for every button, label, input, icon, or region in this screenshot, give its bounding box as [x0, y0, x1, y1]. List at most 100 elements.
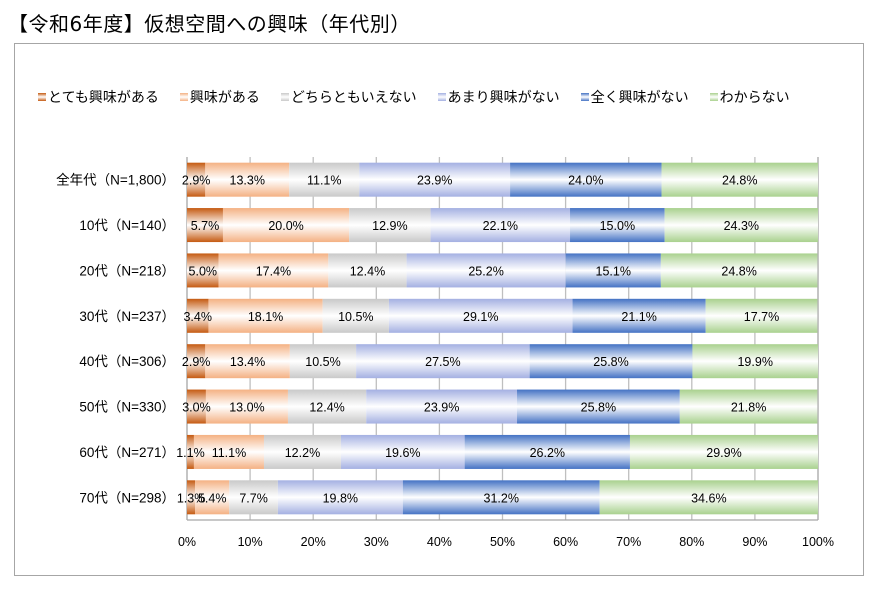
- legend-label: とても興味がある: [48, 90, 159, 106]
- bar-segment: [510, 162, 662, 197]
- page-title: 【令和6年度】仮想空間への興味（年代別）: [8, 12, 411, 36]
- legend-label: 興味がある: [189, 90, 260, 106]
- category-label: 30代（N=237）: [79, 309, 175, 324]
- data-label: 18.1%: [248, 310, 283, 324]
- data-labels: 2.9% 13.3% 11.1% 23.9% 24.0% 24.8% 5.7% 20.0% 12…: [176, 174, 779, 506]
- data-label: 5.0%: [189, 264, 218, 278]
- category-labels: 全年代（N=1,800） 10代（N=140） 20代（N=218） 30代（N=23…: [56, 172, 175, 506]
- bar-segment: [328, 253, 407, 288]
- bar-segment: [679, 389, 818, 424]
- bar-segment: [187, 253, 219, 288]
- data-label: 27.5%: [425, 355, 460, 369]
- data-label: 3.0%: [182, 401, 211, 415]
- legend-swatch-icon: [580, 93, 589, 101]
- bar-segment: [572, 298, 706, 333]
- bar-segment: [430, 208, 571, 243]
- bar-segment: [402, 480, 600, 515]
- data-label: 24.8%: [721, 264, 756, 278]
- data-label: 13.4%: [230, 355, 265, 369]
- legend-swatch-icon: [38, 93, 46, 101]
- bar-segment: [187, 480, 196, 515]
- bar-segment: [205, 162, 290, 197]
- data-label: 11.1%: [307, 174, 342, 188]
- category-label: 40代（N=306）: [79, 354, 175, 369]
- bar-segment: [205, 389, 288, 424]
- bar-segment: [664, 208, 818, 243]
- legend-label: あまり興味がない: [447, 90, 560, 106]
- data-label: 10.5%: [305, 355, 340, 369]
- bar-segment: [705, 298, 818, 333]
- x-tick-label: 10%: [238, 535, 263, 549]
- data-label: 15.1%: [596, 264, 631, 278]
- x-tick-label: 60%: [553, 535, 578, 549]
- legend-item: とても興味がある: [38, 87, 159, 107]
- bar-segment: [187, 344, 206, 379]
- data-label: 5.4%: [198, 491, 227, 505]
- data-label: 21.1%: [621, 310, 656, 324]
- data-label: 7.7%: [239, 491, 268, 505]
- data-label: 11.1%: [212, 446, 247, 460]
- bar-segment: [661, 162, 818, 197]
- data-label: 17.4%: [256, 264, 291, 278]
- legend-item: 興味がある: [179, 87, 260, 107]
- data-label: 24.0%: [568, 174, 603, 188]
- data-label: 12.4%: [309, 401, 344, 415]
- data-label: 12.2%: [285, 446, 320, 460]
- data-label: 20.0%: [268, 219, 303, 233]
- data-label: 15.0%: [600, 219, 635, 233]
- legend-swatch-icon: [280, 93, 289, 101]
- data-label: 34.6%: [691, 491, 726, 505]
- bar-segment: [359, 162, 511, 197]
- bar-segment: [277, 480, 403, 515]
- legend-item: あまり興味がない: [437, 87, 560, 107]
- x-tick-labels: 0% 10% 20% 30% 40% 50% 60% 70% 80% 90% 100%: [178, 535, 834, 549]
- x-tick-label: 20%: [301, 535, 326, 549]
- x-tick-label: 30%: [364, 535, 389, 549]
- category-label: 60代（N=271）: [79, 445, 175, 460]
- x-tick-label: 70%: [616, 535, 641, 549]
- data-label: 24.3%: [724, 219, 759, 233]
- data-label: 10.5%: [338, 310, 373, 324]
- data-label: 12.9%: [372, 219, 407, 233]
- bar-segment: [205, 344, 290, 379]
- data-label: 29.9%: [706, 446, 741, 460]
- bar-segment: [287, 389, 367, 424]
- bar-segment: [349, 208, 431, 243]
- legend-swatch-icon: [437, 93, 446, 101]
- data-label: 19.6%: [385, 446, 420, 460]
- bar-segment: [517, 389, 680, 424]
- data-label: 1.3%: [177, 491, 206, 505]
- bar-segment: [529, 344, 693, 379]
- bar-segment: [229, 480, 278, 515]
- data-label: 3.4%: [183, 310, 212, 324]
- bar-segment: [187, 208, 223, 243]
- legend-swatch-icon: [179, 93, 188, 101]
- bar-segment: [660, 253, 818, 288]
- data-label: 29.1%: [463, 310, 498, 324]
- bar-segment: [629, 434, 818, 469]
- bar-segment: [289, 344, 357, 379]
- bar-segment: [599, 480, 818, 515]
- bar-segment: [193, 434, 264, 469]
- data-label: 12.4%: [350, 264, 385, 278]
- legend-swatch-icon: [709, 93, 718, 101]
- legend-item: どちらともいえない: [280, 87, 417, 107]
- x-tick-label: 90%: [742, 535, 767, 549]
- data-label: 13.3%: [230, 174, 265, 188]
- legend-label: どちらともいえない: [290, 90, 417, 106]
- data-label: 25.8%: [593, 355, 628, 369]
- data-label: 26.2%: [530, 446, 565, 460]
- bar-segment: [263, 434, 341, 469]
- data-label: 13.0%: [229, 401, 264, 415]
- data-label: 1.1%: [176, 446, 205, 460]
- data-label: 23.9%: [424, 401, 459, 415]
- data-label: 5.7%: [191, 219, 220, 233]
- data-label: 21.8%: [731, 401, 766, 415]
- bar-segment: [187, 298, 209, 333]
- bar-segment: [218, 253, 329, 288]
- data-label: 25.8%: [581, 401, 616, 415]
- category-label: 20代（N=218）: [79, 263, 175, 278]
- bar-segment: [208, 298, 323, 333]
- bar-segment: [570, 208, 665, 243]
- data-label: 2.9%: [182, 174, 211, 188]
